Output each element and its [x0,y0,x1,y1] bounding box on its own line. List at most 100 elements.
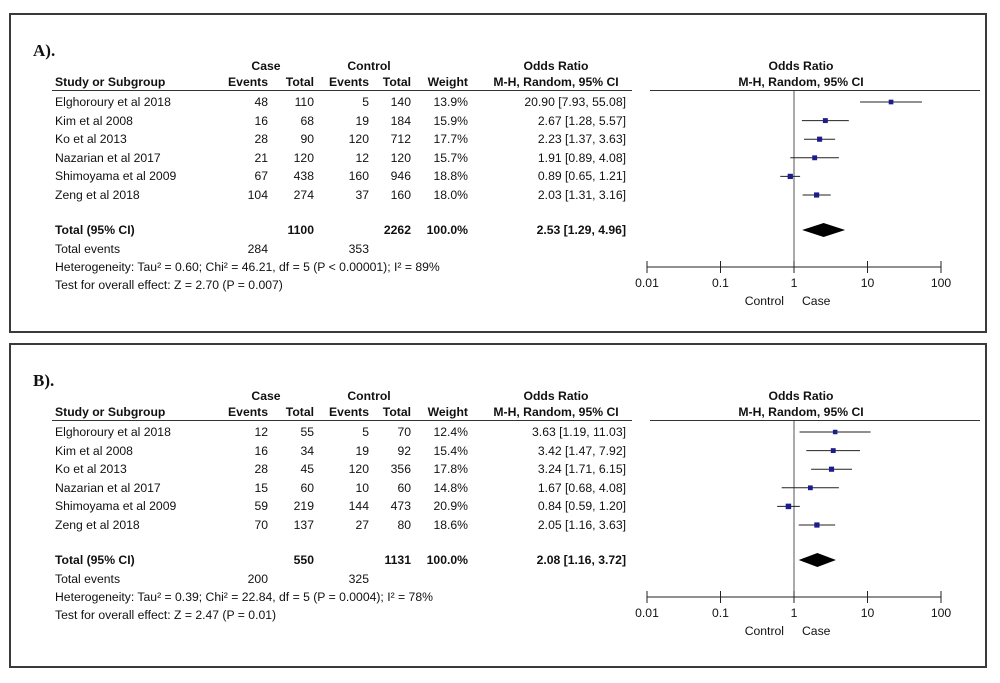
total-events-control: 353 [348,242,369,256]
header-control-events: Events [329,405,369,419]
header-rule-plot [650,420,980,421]
header-odds-ratio: Odds Ratio [523,389,589,403]
favours-control-label: Control [745,294,784,308]
x-tick-label: 0.01 [635,276,659,290]
study-point-square [787,173,793,180]
study-weight: 14.8% [433,480,468,495]
header-case-total: Total [285,75,314,89]
x-tick-label: 100 [931,276,952,290]
header-study: Study or Subgroup [55,405,166,419]
study-point-square [828,466,835,472]
forest-plot: 0.01 0.1 1 10 100 Control Case [635,421,951,638]
total-control-total: 1131 [384,553,411,567]
header-odds-ratio-plot: Odds Ratio [768,59,834,73]
total-events-case: 200 [247,572,268,586]
study-point-square [830,448,836,454]
control-total: 70 [397,425,411,439]
case-events: 16 [254,443,268,458]
header-control-total: Total [382,405,411,419]
study-point-square [822,118,828,124]
header-case: Case [251,389,281,403]
heterogeneity-text: Heterogeneity: Tau² = 0.60; Chi² = 46.21… [55,260,440,274]
control-total: 473 [390,499,411,514]
case-events: 28 [254,462,268,477]
case-events: 12 [254,425,268,439]
study-point-square [812,155,818,161]
study-ci: 3.42 [1.47, 7.92] [537,443,626,458]
control-events: 5 [362,95,369,109]
control-events: 120 [348,462,369,477]
total-events-label: Total events [55,572,121,586]
study-name: Ko et al 2013 [55,462,127,477]
total-label: Total (95% CI) [55,223,135,237]
header-control-events: Events [329,75,369,89]
control-events: 12 [355,150,369,165]
study-point-square [817,136,823,142]
header-case-events: Events [228,75,268,89]
control-events: 120 [348,132,369,147]
favours-case-label: Case [802,294,831,308]
total-case-total: 1100 [287,223,314,237]
case-total: 110 [294,95,314,109]
forest-plot-panel-b: B). Case Control Odds Ratio Odds Ratio Study … [9,343,987,668]
forest-plot-panel-a: A). Case Control Odds Ratio Odds Ratio Study … [9,13,987,333]
study-ci: 3.63 [1.19, 11.03] [532,425,626,439]
control-total: 160 [390,188,411,202]
study-ci: 2.05 [1.16, 3.63] [537,518,626,532]
case-total: 45 [300,462,314,477]
control-total: 92 [397,443,411,458]
case-total: 55 [300,425,314,439]
case-total: 34 [300,443,314,458]
header-odds-ratio-plot: Odds Ratio [768,389,834,403]
x-tick-label: 1 [791,276,798,290]
study-weight: 18.6% [433,518,468,532]
study-ci: 2.67 [1.28, 5.57] [537,113,626,128]
study-name: Nazarian et al 2017 [55,480,161,495]
header-rule [52,420,632,421]
study-name: Ko et al 2013 [55,132,127,147]
study-name: Elghoroury et al 2018 [55,425,171,439]
favours-case-label: Case [802,624,831,638]
header-control: Control [347,59,391,73]
total-events-case: 284 [247,242,268,256]
control-total: 80 [397,518,411,532]
study-name: Zeng et al 2018 [55,518,140,532]
header-case-events: Events [228,405,268,419]
panel-label: B). [33,371,55,390]
control-total: 946 [390,169,411,184]
case-total: 274 [293,188,314,202]
x-tick-label: 10 [861,276,875,290]
study-weight: 17.8% [433,462,468,477]
study-weight: 15.9% [433,113,468,128]
control-events: 19 [355,113,369,128]
overall-effect-text: Test for overall effect: Z = 2.47 (P = 0… [55,608,277,622]
study-point-square [814,192,820,198]
study-name: Shimoyama et al 2009 [55,169,177,184]
case-total: 219 [293,499,314,514]
header-odds-ratio: Odds Ratio [523,59,589,73]
case-total: 60 [300,480,314,495]
panel-label: A). [33,41,56,60]
control-events: 19 [355,443,369,458]
study-point-square [814,522,820,528]
study-weight: 17.7% [433,132,468,147]
study-ci: 1.67 [0.68, 4.08] [537,480,626,495]
total-label: Total (95% CI) [55,553,135,567]
case-total: 90 [300,132,314,147]
pooled-effect-diamond [802,223,846,237]
case-total: 438 [293,169,314,184]
study-name: Elghoroury et al 2018 [55,95,171,109]
study-weight: 12.4% [433,425,468,439]
study-name: Shimoyama et al 2009 [55,499,177,514]
study-ci: 20.90 [7.93, 55.08] [524,95,626,109]
case-total: 68 [300,113,314,128]
x-tick-label: 10 [861,606,875,620]
study-name: Kim et al 2008 [55,443,133,458]
header-rule [52,90,632,91]
study-weight: 18.8% [433,169,468,184]
control-events: 37 [355,188,369,202]
case-events: 48 [254,95,268,109]
overall-effect-text: Test for overall effect: Z = 2.70 (P = 0… [55,278,283,292]
study-ci: 3.24 [1.71, 6.15] [537,462,626,477]
control-events: 5 [362,425,369,439]
